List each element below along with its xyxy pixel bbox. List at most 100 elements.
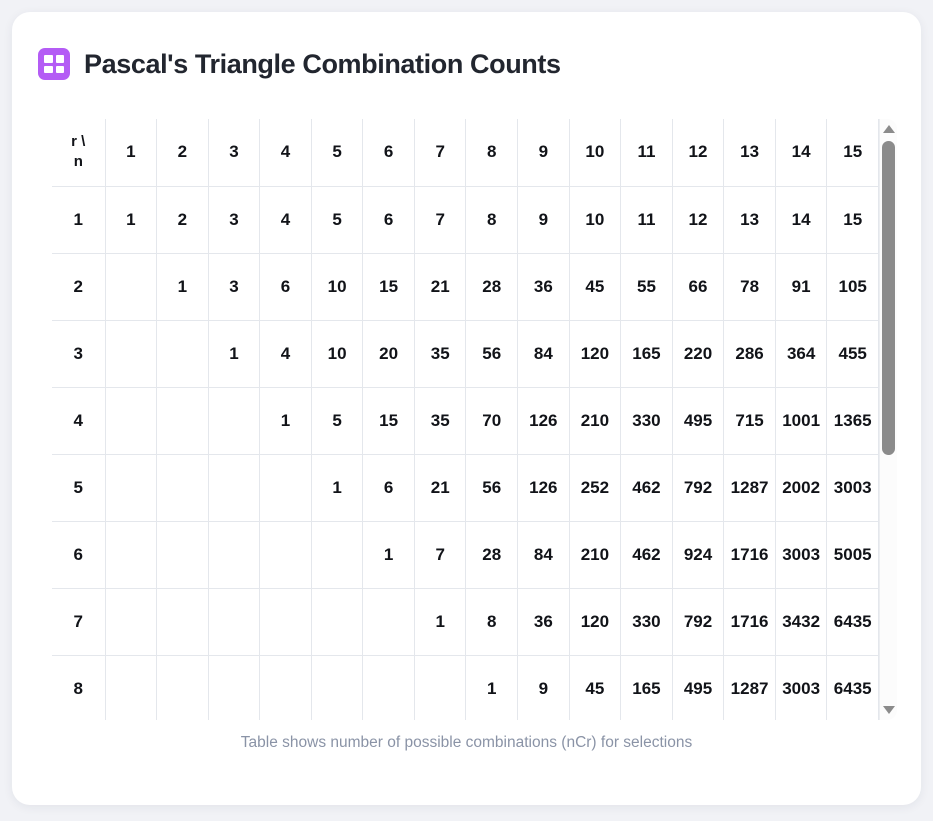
cell-r1-n9[interactable]: 9	[517, 186, 570, 254]
cell-r7-n11[interactable]: 330	[620, 588, 673, 656]
cell-r5-n15[interactable]: 3003	[826, 454, 879, 522]
cell-r4-n10[interactable]: 210	[569, 387, 622, 455]
cell-r8-n8[interactable]: 1	[465, 655, 519, 720]
cell-r2-n12[interactable]: 66	[672, 253, 725, 321]
cell-r3-n9[interactable]: 84	[517, 320, 570, 388]
cell-r2-n9[interactable]: 36	[517, 253, 570, 321]
column-header-2[interactable]: 2	[156, 119, 209, 187]
cell-r4-n14[interactable]: 1001	[775, 387, 828, 455]
cell-r3-n1[interactable]	[105, 320, 158, 388]
cell-r1-n11[interactable]: 11	[620, 186, 673, 254]
cell-r6-n3[interactable]	[208, 521, 261, 589]
row-header-3[interactable]: 3	[52, 320, 106, 388]
cell-r7-n13[interactable]: 1716	[723, 588, 776, 656]
table-scroll-area[interactable]: r \ n 1 2 3 4 5 6 7 8 9 10 11 12 13 14 15 1 1 2 3 4 5 6 7 8 9 10…	[52, 119, 879, 720]
cell-r1-n8[interactable]: 8	[465, 186, 519, 254]
cell-r5-n12[interactable]: 792	[672, 454, 725, 522]
cell-r5-n2[interactable]	[156, 454, 209, 522]
cell-r1-n13[interactable]: 13	[723, 186, 776, 254]
cell-r4-n5[interactable]: 5	[311, 387, 364, 455]
cell-r4-n9[interactable]: 126	[517, 387, 570, 455]
cell-r1-n5[interactable]: 5	[311, 186, 364, 254]
cell-r1-n1[interactable]: 1	[105, 186, 158, 254]
cell-r3-n11[interactable]: 165	[620, 320, 673, 388]
cell-r2-n4[interactable]: 6	[259, 253, 312, 321]
cell-r3-n5[interactable]: 10	[311, 320, 364, 388]
cell-r6-n2[interactable]	[156, 521, 209, 589]
row-header-8[interactable]: 8	[52, 655, 106, 720]
column-header-15[interactable]: 15	[826, 119, 879, 187]
cell-r5-n9[interactable]: 126	[517, 454, 570, 522]
cell-r7-n9[interactable]: 36	[517, 588, 570, 656]
cell-r1-n6[interactable]: 6	[362, 186, 415, 254]
row-header-6[interactable]: 6	[52, 521, 106, 589]
cell-r6-n14[interactable]: 3003	[775, 521, 828, 589]
cell-r3-n2[interactable]	[156, 320, 209, 388]
cell-r4-n15[interactable]: 1365	[826, 387, 879, 455]
cell-r7-n14[interactable]: 3432	[775, 588, 828, 656]
cell-r8-n12[interactable]: 495	[672, 655, 725, 720]
cell-r2-n5[interactable]: 10	[311, 253, 364, 321]
cell-r8-n2[interactable]	[156, 655, 209, 720]
cell-r5-n4[interactable]	[259, 454, 312, 522]
cell-r1-n12[interactable]: 12	[672, 186, 725, 254]
row-header-2[interactable]: 2	[52, 253, 106, 321]
cell-r3-n14[interactable]: 364	[775, 320, 828, 388]
column-header-3[interactable]: 3	[208, 119, 261, 187]
cell-r6-n4[interactable]	[259, 521, 312, 589]
column-header-9[interactable]: 9	[517, 119, 570, 187]
cell-r8-n10[interactable]: 45	[569, 655, 622, 720]
column-header-6[interactable]: 6	[362, 119, 415, 187]
cell-r7-n6[interactable]	[362, 588, 415, 656]
column-header-4[interactable]: 4	[259, 119, 312, 187]
cell-r2-n1[interactable]	[105, 253, 158, 321]
cell-r4-n12[interactable]: 495	[672, 387, 725, 455]
column-header-8[interactable]: 8	[465, 119, 519, 187]
vertical-scrollbar[interactable]	[879, 119, 897, 720]
cell-r7-n1[interactable]	[105, 588, 158, 656]
cell-r4-n11[interactable]: 330	[620, 387, 673, 455]
cell-r6-n12[interactable]: 924	[672, 521, 725, 589]
cell-r5-n13[interactable]: 1287	[723, 454, 776, 522]
cell-r3-n13[interactable]: 286	[723, 320, 776, 388]
column-header-7[interactable]: 7	[414, 119, 467, 187]
cell-r1-n2[interactable]: 2	[156, 186, 209, 254]
cell-r7-n7[interactable]: 1	[414, 588, 467, 656]
cell-r4-n6[interactable]: 15	[362, 387, 415, 455]
cell-r4-n7[interactable]: 35	[414, 387, 467, 455]
column-header-1[interactable]: 1	[105, 119, 158, 187]
cell-r2-n14[interactable]: 91	[775, 253, 828, 321]
cell-r2-n7[interactable]: 21	[414, 253, 467, 321]
column-header-14[interactable]: 14	[775, 119, 828, 187]
cell-r5-n6[interactable]: 6	[362, 454, 415, 522]
cell-r8-n4[interactable]	[259, 655, 312, 720]
row-header-7[interactable]: 7	[52, 588, 106, 656]
cell-r5-n3[interactable]	[208, 454, 261, 522]
cell-r4-n13[interactable]: 715	[723, 387, 776, 455]
cell-r5-n7[interactable]: 21	[414, 454, 467, 522]
cell-r7-n5[interactable]	[311, 588, 364, 656]
cell-r1-n10[interactable]: 10	[569, 186, 622, 254]
cell-r8-n14[interactable]: 3003	[775, 655, 828, 720]
cell-r2-n15[interactable]: 105	[826, 253, 879, 321]
cell-r3-n7[interactable]: 35	[414, 320, 467, 388]
cell-r3-n15[interactable]: 455	[826, 320, 879, 388]
cell-r6-n6[interactable]: 1	[362, 521, 415, 589]
cell-r8-n5[interactable]	[311, 655, 364, 720]
cell-r6-n10[interactable]: 210	[569, 521, 622, 589]
cell-r5-n14[interactable]: 2002	[775, 454, 828, 522]
cell-r6-n1[interactable]	[105, 521, 158, 589]
cell-r8-n3[interactable]	[208, 655, 261, 720]
cell-r8-n6[interactable]	[362, 655, 415, 720]
row-header-1[interactable]: 1	[52, 186, 106, 254]
scroll-down-arrow[interactable]	[880, 701, 897, 719]
cell-r4-n3[interactable]	[208, 387, 261, 455]
cell-r3-n3[interactable]: 1	[208, 320, 261, 388]
cell-r8-n7[interactable]	[414, 655, 467, 720]
cell-r1-n15[interactable]: 15	[826, 186, 879, 254]
cell-r2-n2[interactable]: 1	[156, 253, 209, 321]
cell-r3-n10[interactable]: 120	[569, 320, 622, 388]
cell-r4-n4[interactable]: 1	[259, 387, 312, 455]
cell-r7-n3[interactable]	[208, 588, 261, 656]
cell-r5-n11[interactable]: 462	[620, 454, 673, 522]
